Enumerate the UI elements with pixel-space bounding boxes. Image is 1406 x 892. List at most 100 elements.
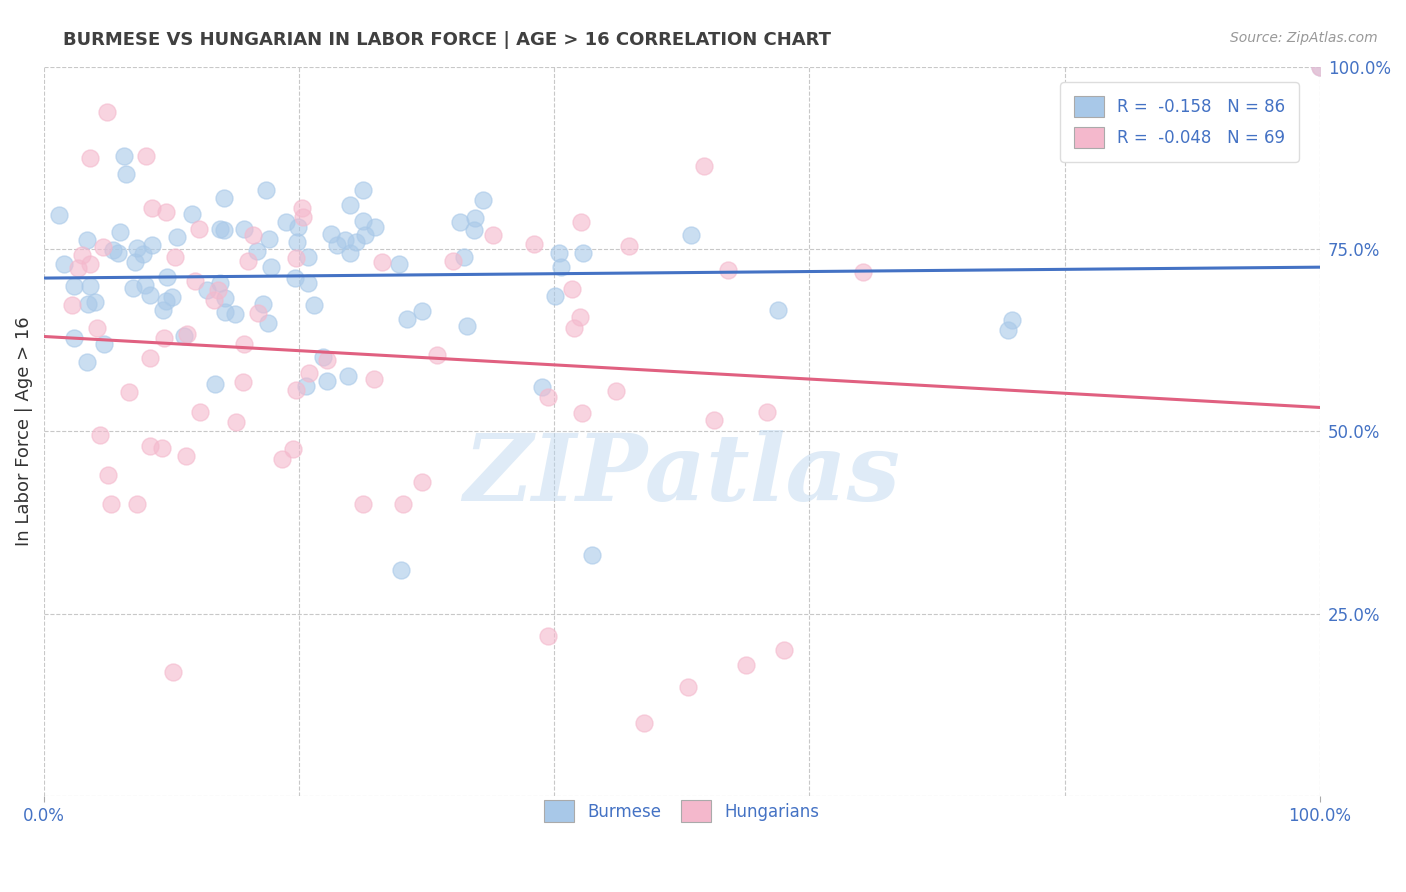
- Point: [766, 302, 789, 317]
- Point: [53, 257, 76, 271]
- Point: [1001, 313, 1024, 327]
- Point: [141, 201, 163, 215]
- Point: [138, 288, 160, 302]
- Point: [112, 148, 135, 162]
- Point: [101, 244, 124, 258]
- Point: [141, 238, 163, 252]
- Point: [325, 237, 347, 252]
- Point: [544, 289, 567, 303]
- Point: [166, 230, 188, 244]
- Point: [89, 427, 111, 442]
- Point: [344, 235, 367, 249]
- Point: [352, 184, 374, 198]
- Point: [242, 227, 264, 242]
- Point: [388, 257, 411, 271]
- Point: [392, 497, 415, 511]
- Point: [298, 367, 321, 381]
- Point: [122, 281, 145, 295]
- Point: [297, 276, 319, 290]
- Point: [287, 235, 309, 250]
- Point: [93, 337, 115, 351]
- Point: [676, 680, 699, 694]
- Point: [537, 390, 560, 404]
- Point: [132, 247, 155, 261]
- Point: [569, 310, 592, 324]
- Point: [246, 244, 269, 258]
- Point: [734, 657, 756, 672]
- Point: [108, 225, 131, 239]
- Point: [291, 211, 314, 225]
- Point: [617, 239, 640, 253]
- Point: [352, 213, 374, 227]
- Point: [63, 279, 86, 293]
- Point: [79, 257, 101, 271]
- Point: [107, 246, 129, 260]
- Point: [411, 304, 433, 318]
- Point: [134, 278, 156, 293]
- Point: [319, 227, 342, 241]
- Point: [70, 248, 93, 262]
- Point: [115, 167, 138, 181]
- Point: [285, 384, 308, 398]
- Point: [96, 104, 118, 119]
- Point: [364, 220, 387, 235]
- Point: [66, 260, 89, 275]
- Point: [339, 246, 361, 260]
- Point: [852, 265, 875, 279]
- Point: [472, 193, 495, 207]
- Point: [316, 352, 339, 367]
- Point: [315, 374, 337, 388]
- Point: [125, 241, 148, 255]
- Point: [333, 233, 356, 247]
- Point: [581, 549, 603, 563]
- Point: [188, 405, 211, 419]
- Point: [155, 293, 177, 308]
- Point: [135, 149, 157, 163]
- Point: [441, 254, 464, 268]
- Point: [118, 385, 141, 400]
- Point: [339, 197, 361, 211]
- Point: [281, 442, 304, 456]
- Point: [246, 306, 269, 320]
- Point: [188, 221, 211, 235]
- Point: [756, 405, 779, 419]
- Point: [716, 263, 738, 277]
- Point: [100, 497, 122, 511]
- Point: [127, 497, 149, 511]
- Point: [1309, 60, 1331, 74]
- Point: [124, 255, 146, 269]
- Point: [208, 276, 231, 290]
- Point: [139, 351, 162, 366]
- Point: [703, 413, 725, 427]
- Point: [389, 563, 412, 577]
- Point: [233, 222, 256, 236]
- Point: [162, 290, 184, 304]
- Point: [679, 227, 702, 242]
- Point: [450, 214, 472, 228]
- Point: [180, 207, 202, 221]
- Point: [311, 351, 333, 365]
- Point: [550, 260, 572, 274]
- Point: [195, 284, 218, 298]
- Y-axis label: In Labor Force | Age > 16: In Labor Force | Age > 16: [15, 317, 32, 546]
- Point: [214, 191, 236, 205]
- Point: [252, 297, 274, 311]
- Point: [224, 307, 246, 321]
- Text: ZIPatlas: ZIPatlas: [464, 430, 900, 520]
- Point: [569, 214, 592, 228]
- Point: [156, 269, 179, 284]
- Point: [76, 234, 98, 248]
- Point: [294, 379, 316, 393]
- Point: [84, 295, 107, 310]
- Point: [370, 254, 392, 268]
- Point: [276, 215, 298, 229]
- Point: [411, 475, 433, 489]
- Point: [291, 202, 314, 216]
- Point: [297, 250, 319, 264]
- Point: [212, 223, 235, 237]
- Point: [86, 320, 108, 334]
- Point: [426, 348, 449, 362]
- Point: [463, 223, 485, 237]
- Point: [772, 643, 794, 657]
- Point: [225, 415, 247, 429]
